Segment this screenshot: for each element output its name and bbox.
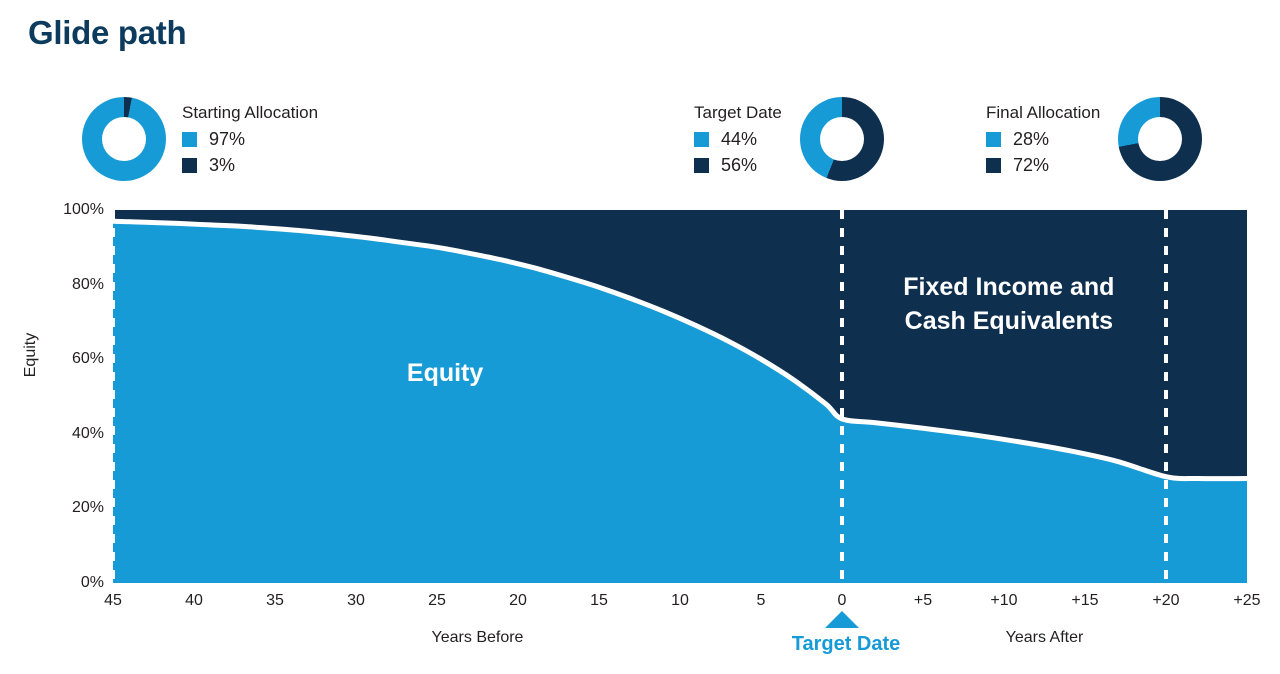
final-fixed-value: 72% [1013, 155, 1050, 175]
legend-row-equity: 44% [694, 129, 782, 150]
donut-hole [102, 117, 146, 161]
donut-hole [819, 117, 864, 161]
target-date-allocation-donut [799, 97, 884, 181]
equity-color-swatch [182, 132, 197, 147]
target-date-allocation-summary: Target Date 44% 56% [694, 97, 884, 181]
target-date-allocation-title: Target Date [694, 103, 782, 122]
legend-row-equity: 28% [986, 129, 1100, 150]
glide-path-curve [110, 218, 1250, 482]
target-date-equity-value: 44% [721, 129, 758, 149]
starting-allocation-donut [82, 97, 166, 181]
starting-allocation-title: Starting Allocation [182, 103, 319, 122]
legend-row-fixed: 3% [182, 155, 318, 176]
legend-row-fixed: 56% [694, 155, 782, 176]
legend-row-fixed: 72% [986, 155, 1100, 176]
target-date-fixed-value: 56% [721, 155, 758, 175]
target-date-arrow-icon [825, 611, 859, 628]
fixed-income-color-swatch [986, 158, 1001, 173]
starting-fixed-value: 3% [209, 155, 236, 175]
final-allocation-summary: Final Allocation 28% 72% [986, 97, 1203, 181]
fixed-income-color-swatch [694, 158, 709, 173]
equity-area [113, 221, 1247, 583]
legend-row-equity: 97% [182, 129, 318, 150]
fixed-income-color-swatch [182, 158, 197, 173]
final-allocation-donut [1118, 97, 1203, 181]
equity-color-swatch [986, 132, 1001, 147]
equity-color-swatch [694, 132, 709, 147]
final-equity-value: 28% [1013, 129, 1050, 149]
donut-hole [1138, 117, 1183, 161]
starting-allocation-summary: Starting Allocation 97% 3% [82, 97, 318, 181]
final-allocation-title: Final Allocation [986, 103, 1101, 122]
starting-equity-value: 97% [209, 129, 246, 149]
page-title: Glide path [28, 14, 187, 51]
